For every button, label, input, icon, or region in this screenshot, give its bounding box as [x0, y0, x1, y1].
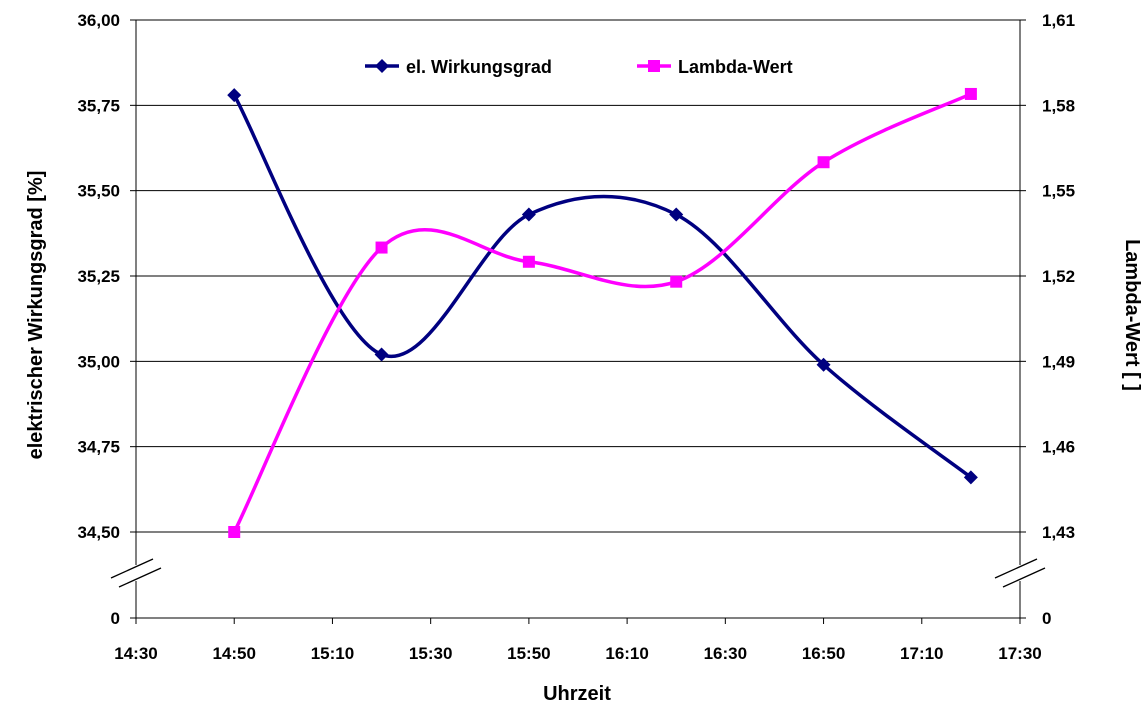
x-tick-label: 14:30 — [114, 644, 157, 663]
legend: el. Wirkungsgrad Lambda-Wert — [365, 57, 793, 77]
x-tick-label: 15:50 — [507, 644, 550, 663]
y-right-tick-label: 1,61 — [1042, 11, 1075, 30]
data-point-diamond — [521, 207, 536, 222]
data-point-square — [670, 275, 683, 288]
x-tick-label: 17:10 — [900, 644, 943, 663]
legend-item-2: Lambda-Wert — [637, 57, 793, 77]
series-line — [232, 92, 972, 533]
axis-break-left — [110, 558, 162, 588]
y-right-tick-label: 0 — [1042, 609, 1051, 628]
y-right-tick-label: 1,49 — [1042, 352, 1075, 371]
y-left-tick-label: 35,75 — [77, 96, 120, 115]
y-right-tick-label: 1,55 — [1042, 182, 1075, 201]
axes — [110, 19, 1046, 624]
data-point-square — [817, 156, 830, 169]
x-tick-label: 16:50 — [802, 644, 845, 663]
axis-break-gap — [110, 565, 162, 581]
y-left-tick-label: 35,25 — [77, 267, 120, 286]
y-right-tick-label: 1,43 — [1042, 523, 1075, 542]
gridlines — [136, 19, 1020, 533]
x-tick-label: 15:30 — [409, 644, 452, 663]
y-right-tick-label: 1,52 — [1042, 267, 1075, 286]
axis-break-gap — [994, 565, 1046, 581]
axis-break-slash — [110, 558, 154, 579]
axis-break-slash — [1002, 567, 1046, 588]
x-axis-title: Uhrzeit — [543, 683, 611, 705]
series-1 — [227, 88, 978, 485]
series-2 — [228, 87, 977, 538]
legend-item-1: el. Wirkungsgrad — [365, 57, 552, 77]
y-left-tick-label: 35,00 — [77, 352, 120, 371]
axis-break-slash — [994, 558, 1038, 579]
data-point-square — [648, 60, 660, 72]
series-line — [232, 94, 972, 479]
y-right-tick-label: 1,46 — [1042, 438, 1075, 457]
data-point-diamond — [227, 88, 242, 103]
y-left-tick-label: 34,50 — [77, 523, 120, 542]
y-axis-left-title: elektrischer Wirkungsgrad [%] — [25, 171, 47, 460]
y-left-tick-label: 34,75 — [77, 438, 120, 457]
data-point-diamond — [669, 207, 684, 222]
data-point-square — [522, 255, 535, 268]
legend-label: Lambda-Wert — [678, 57, 793, 77]
data-point-diamond — [963, 470, 978, 485]
y-right-tick-label: 1,58 — [1042, 96, 1075, 115]
x-tick-label: 14:50 — [212, 644, 255, 663]
axis-break-slash — [118, 567, 162, 588]
data-point-diamond — [374, 347, 389, 362]
y-left-tick-label: 35,50 — [77, 182, 120, 201]
axis-break-right — [994, 558, 1046, 588]
legend-label: el. Wirkungsgrad — [406, 57, 552, 77]
data-point-square — [228, 526, 241, 538]
data-point-diamond — [375, 59, 389, 73]
data-point-square — [964, 87, 977, 100]
series — [227, 87, 978, 538]
x-tick-label: 16:10 — [605, 644, 648, 663]
x-tick-label: 15:10 — [311, 644, 354, 663]
x-tick-label: 16:30 — [704, 644, 747, 663]
y-left-tick-label: 36,00 — [77, 11, 120, 30]
tick-labels: 0 34,50 34,75 35,00 35,25 35,50 35,75 36,00 0 1,4… — [77, 11, 1075, 663]
y-axis-right-title: Lambda-Wert [ ] — [1121, 239, 1143, 391]
x-tick-label: 17:30 — [998, 644, 1041, 663]
data-point-diamond — [816, 357, 831, 372]
data-point-square — [375, 241, 388, 254]
y-left-tick-label: 0 — [111, 609, 120, 628]
